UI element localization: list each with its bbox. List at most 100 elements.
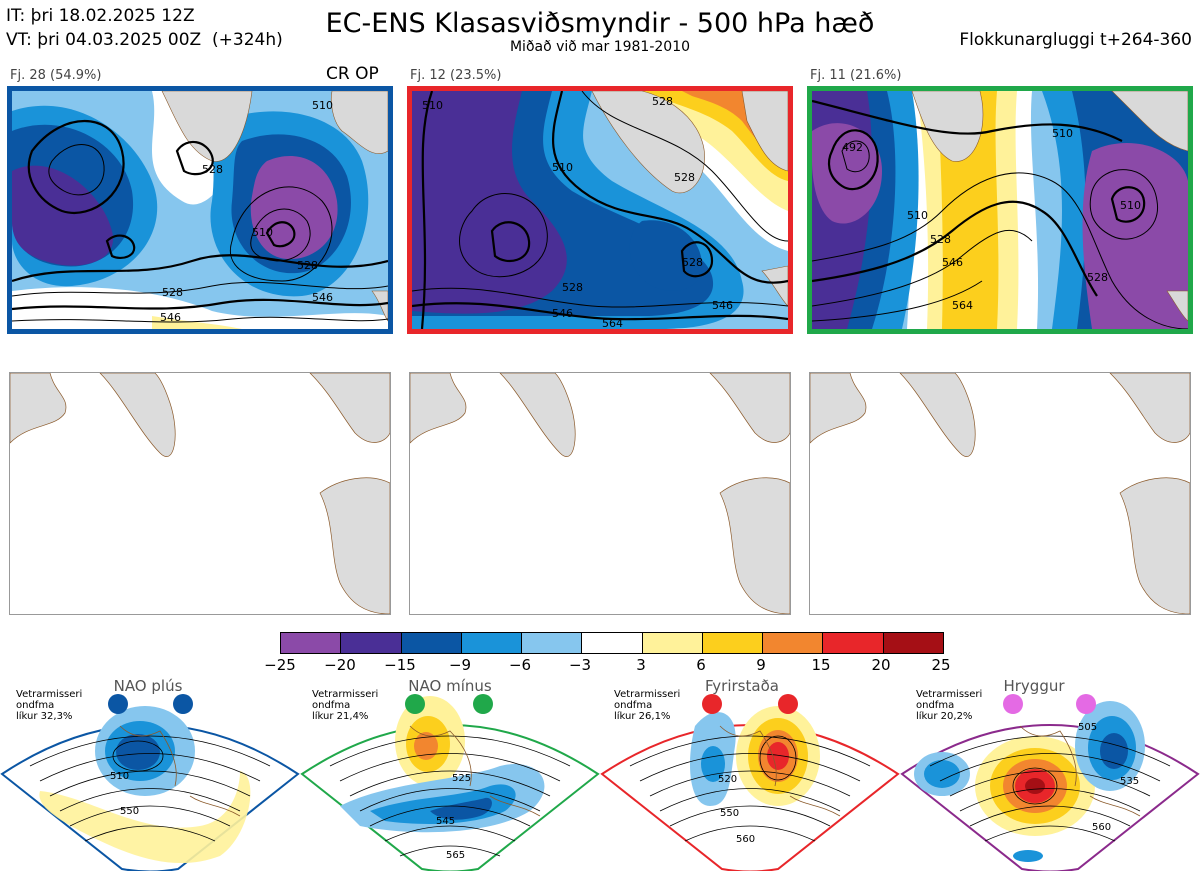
base-map-1 <box>9 372 391 615</box>
colorbar-tick: 20 <box>871 656 891 674</box>
cluster-3-contour-label: 528 <box>1087 271 1108 284</box>
base-map-3 <box>809 372 1191 615</box>
base-map-1-land <box>10 373 390 614</box>
cluster-3-map: 492 510 510 528 546 564 510 528 <box>807 86 1193 334</box>
init-time: IT: þri 18.02.2025 12Z <box>6 6 195 26</box>
valid-time: VT: þri 04.03.2025 00Z (+324h) <box>6 30 283 50</box>
cluster-3-contour-label: 546 <box>942 256 963 269</box>
regime-1-schematic: 510 550 <box>0 694 300 871</box>
colorbar-tick: 15 <box>811 656 831 674</box>
colorbar-segment <box>882 633 943 653</box>
regime-1-name: NAO plús <box>113 677 183 695</box>
regime-4-schematic: 505 535 560 <box>900 694 1200 871</box>
regime-3-dot <box>778 694 798 714</box>
regime-4-dot <box>1076 694 1096 714</box>
regime-1-dot <box>173 694 193 714</box>
cluster-1-anomaly-field: 510 528 510 528 528 546 546 <box>12 91 388 329</box>
colorbar-tick: −9 <box>448 656 472 674</box>
cluster-3-contour-label: 528 <box>930 233 951 246</box>
cluster-2-contour-label: 528 <box>652 95 673 108</box>
regime-3-dot <box>702 694 722 714</box>
regime-2-schematic: 525 545 565 <box>300 694 600 871</box>
colorbar-tick: 25 <box>931 656 951 674</box>
cluster-3-contour-label: 564 <box>952 299 973 312</box>
cluster-1-contour-label: 510 <box>312 99 333 112</box>
cluster-1-label: Fj. 28 (54.9%) <box>10 68 102 83</box>
regime-2-contour-label: 525 <box>452 773 471 784</box>
cluster-3-contour-label: 510 <box>1120 199 1141 212</box>
cluster-3-contour-label: 510 <box>1052 127 1073 140</box>
regime-3-contour-label: 550 <box>720 808 739 819</box>
regime-2-dot <box>405 694 425 714</box>
colorbar-tick: 3 <box>636 656 646 674</box>
colorbar-segment <box>762 633 823 653</box>
cluster-2-contour-label: 510 <box>552 161 573 174</box>
regime-4-note: Vetrarmisseri ondfma líkur 20,2% <box>916 689 983 722</box>
cluster-1-badge: CR OP <box>326 64 379 84</box>
climate-reference: Miðað við mar 1981-2010 <box>509 39 691 55</box>
regime-4-name: Hryggur <box>1003 677 1065 695</box>
regime-2-note: Vetrarmisseri ondfma líkur 21,4% <box>312 689 379 722</box>
regime-3-note: Vetrarmisseri ondfma líkur 26,1% <box>614 689 681 722</box>
cluster-3-anomaly-field: 492 510 510 528 546 564 510 528 <box>812 91 1188 329</box>
cluster-1-map: 510 528 510 528 528 546 546 <box>7 86 393 334</box>
cluster-2-contour-label: 510 <box>422 99 443 112</box>
colorbar-segment <box>460 633 522 653</box>
regime-2-contour-label: 565 <box>446 850 465 861</box>
cluster-2-anomaly-field: 528 510 528 510 528 528 546 546 564 <box>412 91 788 329</box>
cluster-3-label: Fj. 11 (21.6%) <box>810 68 902 83</box>
cluster-2-label: Fj. 12 (23.5%) <box>410 68 502 83</box>
colorbar <box>280 632 944 654</box>
regime-3-schematic: 520 550 560 <box>600 694 900 871</box>
cluster-2-map: 528 510 528 510 528 528 546 546 564 <box>407 86 793 334</box>
colorbar-tick: −6 <box>508 656 532 674</box>
base-map-3-land <box>810 373 1190 614</box>
regime-4-contour-label: 560 <box>1092 822 1111 833</box>
colorbar-segment <box>521 633 582 653</box>
regime-1-contour-label: 510 <box>110 771 129 782</box>
colorbar-tick: −15 <box>384 656 416 674</box>
cluster-2-contour-label: 546 <box>552 307 573 320</box>
base-map-2-land <box>410 373 790 614</box>
cluster-1-contour-label: 510 <box>252 226 273 239</box>
colorbar-segment <box>281 633 341 653</box>
cluster-3-contour-label: 510 <box>907 209 928 222</box>
regime-2-name: NAO mínus <box>408 677 492 695</box>
regime-4-contour-label: 505 <box>1078 722 1097 733</box>
regime-4-contour-label: 535 <box>1120 776 1139 787</box>
regime-2-contour-label: 545 <box>436 816 455 827</box>
page-title: EC-ENS Klasasviðsmyndir - 500 hPa hæð <box>325 8 875 39</box>
cluster-3-contour-label: 492 <box>842 141 863 154</box>
regime-3-contour-label: 520 <box>718 774 737 785</box>
colorbar-segment <box>340 633 401 653</box>
clustering-window: Flokkunargluggi t+264-360 <box>959 30 1192 50</box>
cluster-1-contour-label: 528 <box>202 163 223 176</box>
cluster-2-contour-label: 564 <box>602 317 623 329</box>
colorbar-tick: −20 <box>324 656 356 674</box>
regime-1-dot <box>108 694 128 714</box>
cluster-1-contour-label: 546 <box>312 291 333 304</box>
colorbar-segment <box>581 633 642 653</box>
regime-1-contour-label: 550 <box>120 806 139 817</box>
colorbar-tick: 9 <box>756 656 766 674</box>
colorbar-tick: 6 <box>696 656 706 674</box>
cluster-2-contour-label: 546 <box>712 299 733 312</box>
colorbar-tick: −25 <box>264 656 296 674</box>
colorbar-segment <box>641 633 702 653</box>
colorbar-segment <box>400 633 461 653</box>
cluster-1-contour-label: 546 <box>160 311 181 324</box>
cluster-2-contour-label: 528 <box>674 171 695 184</box>
regime-2-dot <box>473 694 493 714</box>
base-map-2 <box>409 372 791 615</box>
colorbar-segment <box>822 633 883 653</box>
cluster-1-contour-label: 528 <box>297 259 318 272</box>
regime-3-contour-label: 560 <box>736 834 755 845</box>
cluster-2-contour-label: 528 <box>562 281 583 294</box>
regime-4-dot <box>1003 694 1023 714</box>
cluster-1-contour-label: 528 <box>162 286 183 299</box>
cluster-2-contour-label: 528 <box>682 256 703 269</box>
colorbar-segment <box>701 633 763 653</box>
regime-3-name: Fyrirstaða <box>705 677 779 695</box>
regime-1-note: Vetrarmisseri ondfma líkur 32,3% <box>16 689 83 722</box>
colorbar-tick: −3 <box>568 656 592 674</box>
